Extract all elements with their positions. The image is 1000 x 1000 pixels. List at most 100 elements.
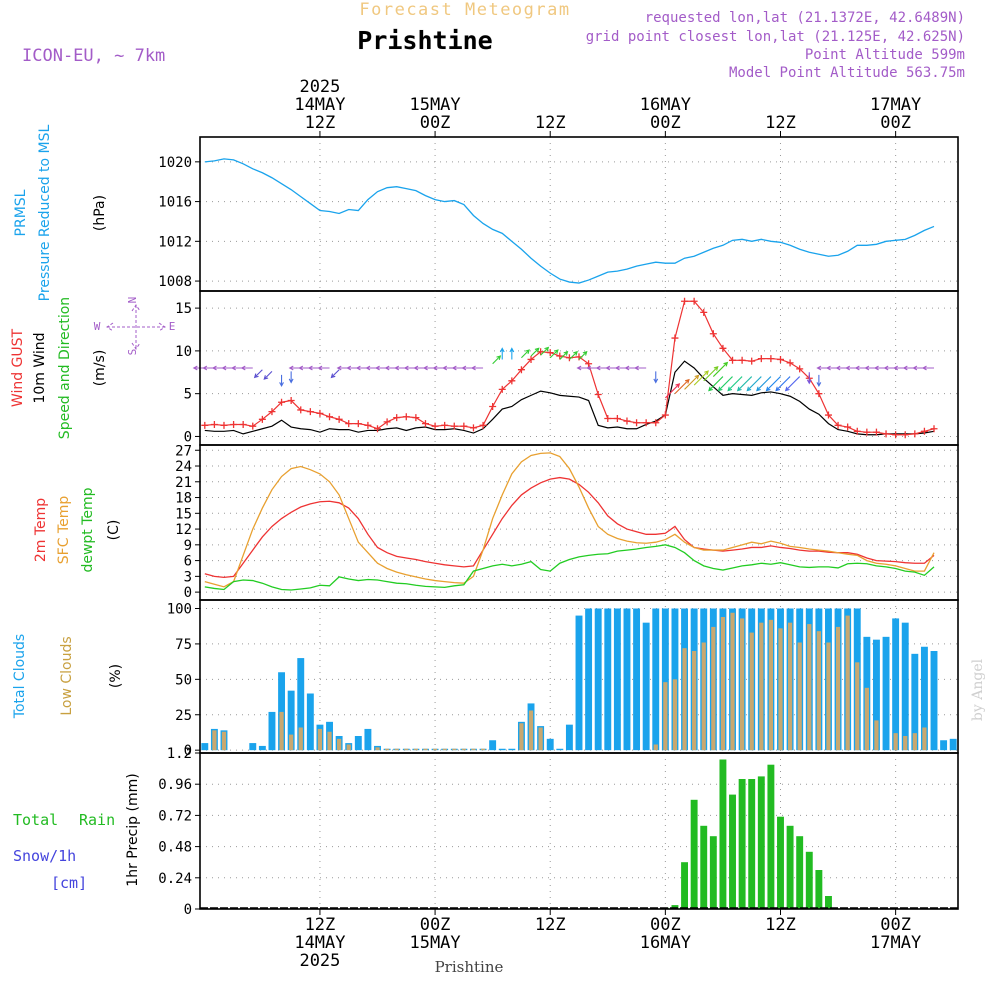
bottom-day-label: 17MAY (870, 933, 921, 953)
low-clouds-bar (212, 730, 217, 751)
wind-direction-arrow (330, 369, 340, 379)
bottom-day-label: 15MAY (409, 933, 460, 953)
gust-marker (498, 385, 506, 393)
temp-2m-label: 2m Temp (33, 498, 49, 562)
low-clouds-bar (528, 710, 534, 751)
precip-bar (786, 825, 794, 909)
pressure-label-1: PRMSL (13, 189, 29, 236)
low-clouds-bar (289, 734, 294, 751)
y-tick-label: 0 (184, 429, 192, 445)
bottom-hour-label: 00Z (420, 915, 451, 935)
precip-bar (700, 825, 708, 909)
panel-precip: 0 0.24 0.48 0.72 0.96 1.2 (158, 746, 959, 918)
low-clouds-bar (692, 651, 697, 751)
temp-sfc-line (204, 452, 935, 588)
gust-marker (815, 390, 823, 398)
total-clouds-bar (901, 622, 909, 751)
low-clouds-bar (720, 617, 726, 751)
gust-marker (278, 398, 286, 406)
wind-direction-arrow (559, 350, 569, 360)
bottom-hour-label: 00Z (880, 915, 911, 935)
top-hour-label: 12Z (765, 113, 796, 133)
low-clouds-bar (845, 615, 850, 751)
wind-compass: N S W E (94, 297, 176, 356)
precip-bar (681, 862, 688, 909)
total-clouds-bar (546, 738, 554, 751)
bottom-day-label: 14MAY (294, 933, 345, 953)
gust-marker (920, 427, 928, 435)
bottom-hour-label: 12Z (535, 915, 566, 935)
total-clouds-bar (268, 711, 276, 751)
clouds-unit: (%) (108, 664, 124, 688)
low-clouds-bar (375, 747, 380, 751)
gust-marker (374, 425, 382, 433)
model-altitude: Model Point Altitude 563.75m (729, 65, 965, 81)
low-clouds-bar (759, 622, 764, 751)
wind-direction-arrow (288, 371, 294, 384)
gust-marker (364, 421, 372, 429)
precip-bar (767, 764, 775, 909)
requested-coords: requested lon,lat (21.1372E, 42.6489N) (645, 10, 965, 26)
total-clouds-bar (508, 748, 516, 751)
y-tick-label: 15 (175, 506, 192, 522)
low-clouds-bar (480, 748, 486, 751)
gust-marker (786, 359, 794, 367)
low-clouds-bar (797, 642, 802, 751)
y-tick-label: 10 (175, 344, 192, 360)
gust-marker (297, 406, 305, 414)
total-clouds-bar (872, 639, 880, 751)
wind-direction-arrow (664, 383, 681, 399)
precip-bar (709, 836, 717, 909)
total-clouds-bar (278, 672, 286, 751)
total-clouds-bar (585, 608, 593, 751)
low-clouds-bar (730, 612, 735, 751)
precip-bar (805, 851, 813, 909)
wind-direction-arrow (746, 376, 762, 392)
total-clouds-bar (613, 608, 621, 751)
wind-direction-arrow (708, 376, 724, 392)
wind-direction-arrow (578, 350, 588, 360)
precip-bar (729, 794, 736, 909)
wind-direction-arrow (253, 369, 263, 379)
low-clouds-bar (279, 711, 284, 751)
temp-unit: (C) (106, 520, 122, 541)
gust-marker (479, 421, 487, 429)
low-clouds-bar (711, 626, 716, 751)
low-clouds-bar (384, 748, 390, 751)
gust-marker (613, 414, 621, 422)
precip-bar (748, 779, 756, 909)
gust-marker (776, 355, 784, 363)
total-clouds-bar (258, 745, 266, 751)
gust-marker (738, 356, 746, 364)
precip-bar (690, 799, 698, 909)
gust-marker (527, 355, 535, 363)
gust-marker (345, 420, 353, 428)
wind-direction-arrow (765, 376, 781, 392)
low-clouds-bar (768, 619, 774, 751)
y-tick-label: 27 (175, 443, 192, 459)
total-clouds-bar (575, 615, 583, 751)
wind-direction-arrow (784, 376, 801, 392)
wind-direction-arrow (492, 355, 502, 365)
point-altitude: Point Altitude 599m (805, 47, 965, 63)
low-clouds-label: Low Clouds (59, 636, 75, 715)
wind-direction-arrow (530, 347, 540, 357)
wind-direction-arrow (693, 370, 709, 386)
gust-marker (930, 425, 938, 433)
compass-north: N (126, 297, 139, 304)
gust-marker (911, 430, 919, 438)
gust-marker (729, 356, 737, 364)
low-clouds-bar (663, 682, 668, 751)
gust-marker (546, 349, 554, 357)
y-tick-label: 0 (184, 902, 192, 918)
watermark: by Angel (970, 658, 986, 721)
compass-east: E (169, 320, 176, 333)
gust-marker (469, 424, 477, 432)
y-tick-label: 0.48 (158, 840, 192, 856)
low-clouds-bar (787, 622, 793, 751)
total-clouds-bar (892, 618, 900, 751)
wind-direction-arrow (499, 347, 505, 360)
top-year-label: 2025 (299, 77, 340, 97)
